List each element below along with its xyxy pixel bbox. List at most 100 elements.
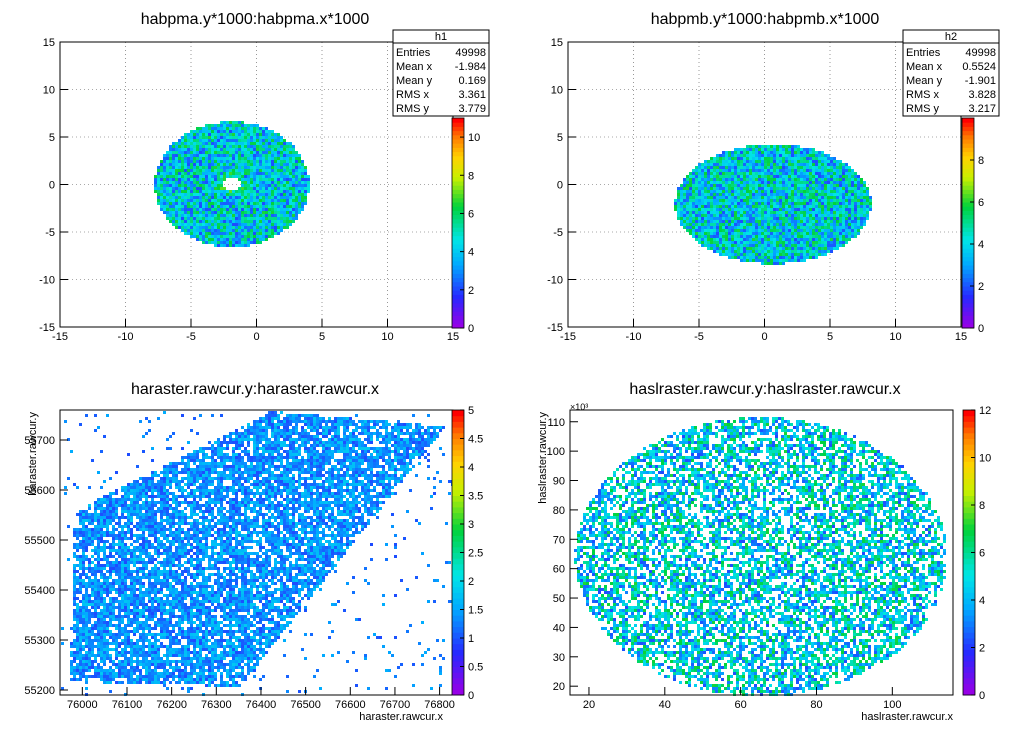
heatmap-cell xyxy=(719,184,722,187)
heatmap-cell xyxy=(241,432,244,435)
heatmap-cell xyxy=(175,205,178,208)
heatmap-cell xyxy=(163,184,166,187)
heatmap-cell xyxy=(223,127,226,130)
heatmap-cell xyxy=(704,169,707,172)
heatmap-cell xyxy=(163,202,166,205)
heatmap-cell xyxy=(238,438,241,441)
colorbar-segment xyxy=(452,298,464,304)
heatmap-cell xyxy=(205,447,208,450)
heatmap-cell xyxy=(734,157,737,160)
heatmap-cell xyxy=(391,429,394,432)
heatmap-cell xyxy=(256,181,259,184)
heatmap-cell xyxy=(310,462,313,465)
heatmap-cell xyxy=(190,160,193,163)
heatmap-cell xyxy=(202,187,205,190)
heatmap-cell xyxy=(280,456,283,459)
heatmap-cell xyxy=(722,199,725,202)
heatmap-cell xyxy=(208,193,211,196)
heatmap-cell xyxy=(758,187,761,190)
heatmap-cell xyxy=(767,208,770,211)
heatmap-cell xyxy=(737,247,740,250)
heatmap-cell xyxy=(244,136,247,139)
heatmap-cell xyxy=(298,444,301,447)
heatmap-cell xyxy=(722,178,725,181)
heatmap-cell xyxy=(794,157,797,160)
heatmap-cell xyxy=(704,193,707,196)
heatmap-cell xyxy=(716,154,719,157)
heatmap-cell xyxy=(211,181,214,184)
heatmap-cell xyxy=(704,223,707,226)
heatmap-cell xyxy=(800,202,803,205)
heatmap-cell xyxy=(746,259,749,262)
heatmap-cell xyxy=(187,205,190,208)
heatmap-cell xyxy=(836,241,839,244)
y-tick-label: 15 xyxy=(43,37,55,49)
heatmap-cell xyxy=(247,429,250,432)
heatmap-cell xyxy=(845,190,848,193)
heatmap-cell xyxy=(782,211,785,214)
heatmap-cell xyxy=(202,169,205,172)
heatmap-cell xyxy=(731,226,734,229)
heatmap-cell xyxy=(244,163,247,166)
colorbar-segment xyxy=(452,239,464,245)
heatmap-cell xyxy=(193,217,196,220)
heatmap-cell xyxy=(779,247,782,250)
heatmap-cell xyxy=(250,223,253,226)
heatmap-cell xyxy=(770,232,773,235)
heatmap-cell xyxy=(830,181,833,184)
heatmap-cell xyxy=(184,184,187,187)
heatmap-cell xyxy=(839,220,842,223)
heatmap-cell xyxy=(169,199,172,202)
heatmap-cell xyxy=(734,235,737,238)
heatmap-cell xyxy=(265,220,268,223)
heatmap-cell xyxy=(157,196,160,199)
heatmap-cell xyxy=(178,202,181,205)
heatmap-cell xyxy=(821,223,824,226)
heatmap-cell xyxy=(352,447,355,450)
heatmap-cell xyxy=(166,465,169,468)
heatmap-cell xyxy=(253,220,256,223)
heatmap-cell xyxy=(848,235,851,238)
heatmap-cell xyxy=(797,196,800,199)
heatmap-cell xyxy=(686,217,689,220)
heatmap-cell xyxy=(851,226,854,229)
heatmap-cell xyxy=(364,450,367,453)
heatmap-cell xyxy=(262,157,265,160)
heatmap-cell xyxy=(232,169,235,172)
heatmap-cell xyxy=(199,462,202,465)
heatmap-cell xyxy=(779,205,782,208)
heatmap-cell xyxy=(809,160,812,163)
heatmap-cell xyxy=(770,253,773,256)
heatmap-cell xyxy=(289,432,292,435)
heatmap-cell xyxy=(223,139,226,142)
colorbar-segment xyxy=(962,227,974,232)
heatmap-cell xyxy=(184,145,187,148)
heatmap-cell xyxy=(794,217,797,220)
heatmap-cell xyxy=(145,432,148,435)
heatmap-cell xyxy=(232,226,235,229)
heatmap-cell xyxy=(346,420,349,423)
heatmap-cell xyxy=(848,208,851,211)
heatmap-cell xyxy=(172,187,175,190)
heatmap-cell xyxy=(382,450,385,453)
heatmap-cell xyxy=(827,196,830,199)
heatmap-cell xyxy=(839,229,842,232)
heatmap-cell xyxy=(686,184,689,187)
heatmap-cell xyxy=(262,223,265,226)
heatmap-cell xyxy=(280,142,283,145)
heatmap-cell xyxy=(731,256,734,259)
heatmap-cell xyxy=(235,205,238,208)
heatmap-cell xyxy=(220,160,223,163)
heatmap-cell xyxy=(211,214,214,217)
heatmap-cell xyxy=(788,199,791,202)
heatmap-cell xyxy=(262,133,265,136)
heatmap-cell xyxy=(250,169,253,172)
heatmap-cell xyxy=(289,441,292,444)
heatmap-cell xyxy=(809,208,812,211)
heatmap-cell xyxy=(815,253,818,256)
heatmap-cell xyxy=(304,441,307,444)
heatmap-cell xyxy=(773,211,776,214)
heatmap-cell xyxy=(836,244,839,247)
heatmap-cell xyxy=(406,426,409,429)
heatmap-cell xyxy=(328,417,331,420)
